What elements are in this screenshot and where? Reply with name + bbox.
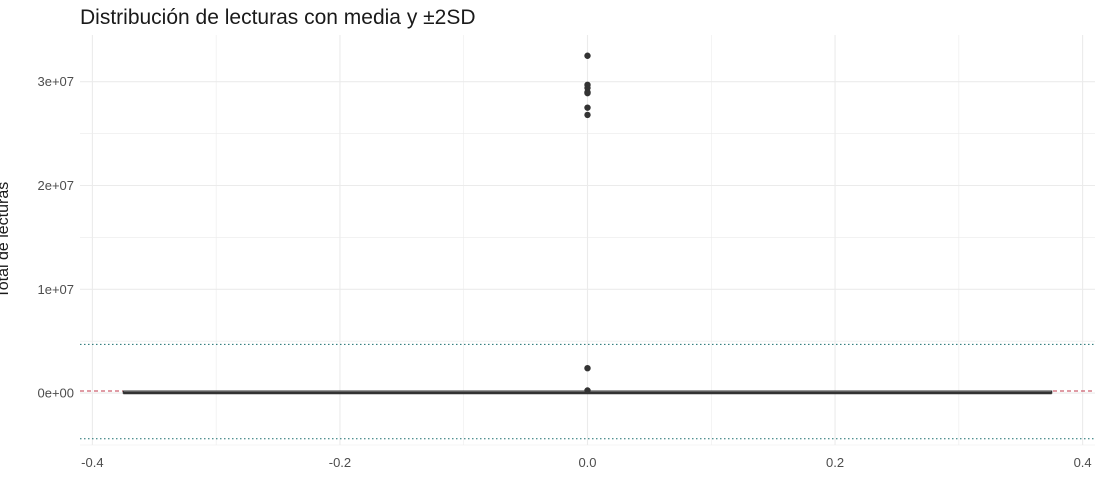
y-tick-labels: 0e+00 1e+07 2e+07 3e+07 bbox=[37, 74, 74, 400]
major-gridlines bbox=[80, 35, 1095, 445]
outlier-points bbox=[584, 52, 591, 394]
x-tick-label: -0.4 bbox=[81, 455, 103, 470]
outlier-point bbox=[584, 364, 591, 372]
chart-title: Distribución de lecturas con media y ±2S… bbox=[80, 6, 476, 29]
x-tick-label: -0.2 bbox=[329, 455, 351, 470]
y-tick-label: 1e+07 bbox=[37, 282, 74, 297]
y-tick-label: 0e+00 bbox=[37, 386, 74, 401]
y-tick-label: 3e+07 bbox=[37, 74, 74, 89]
x-tick-labels: -0.4 -0.2 0.0 0.2 0.4 bbox=[81, 455, 1091, 470]
outlier-point bbox=[584, 52, 591, 59]
outlier-point bbox=[584, 387, 591, 394]
outlier-point bbox=[584, 104, 591, 111]
x-tick-label: 0.4 bbox=[1074, 455, 1092, 470]
outlier-point bbox=[584, 111, 591, 119]
outlier-point bbox=[584, 89, 591, 97]
x-tick-label: 0.2 bbox=[826, 455, 844, 470]
y-tick-label: 2e+07 bbox=[37, 178, 74, 193]
x-tick-label: 0.0 bbox=[578, 455, 596, 470]
